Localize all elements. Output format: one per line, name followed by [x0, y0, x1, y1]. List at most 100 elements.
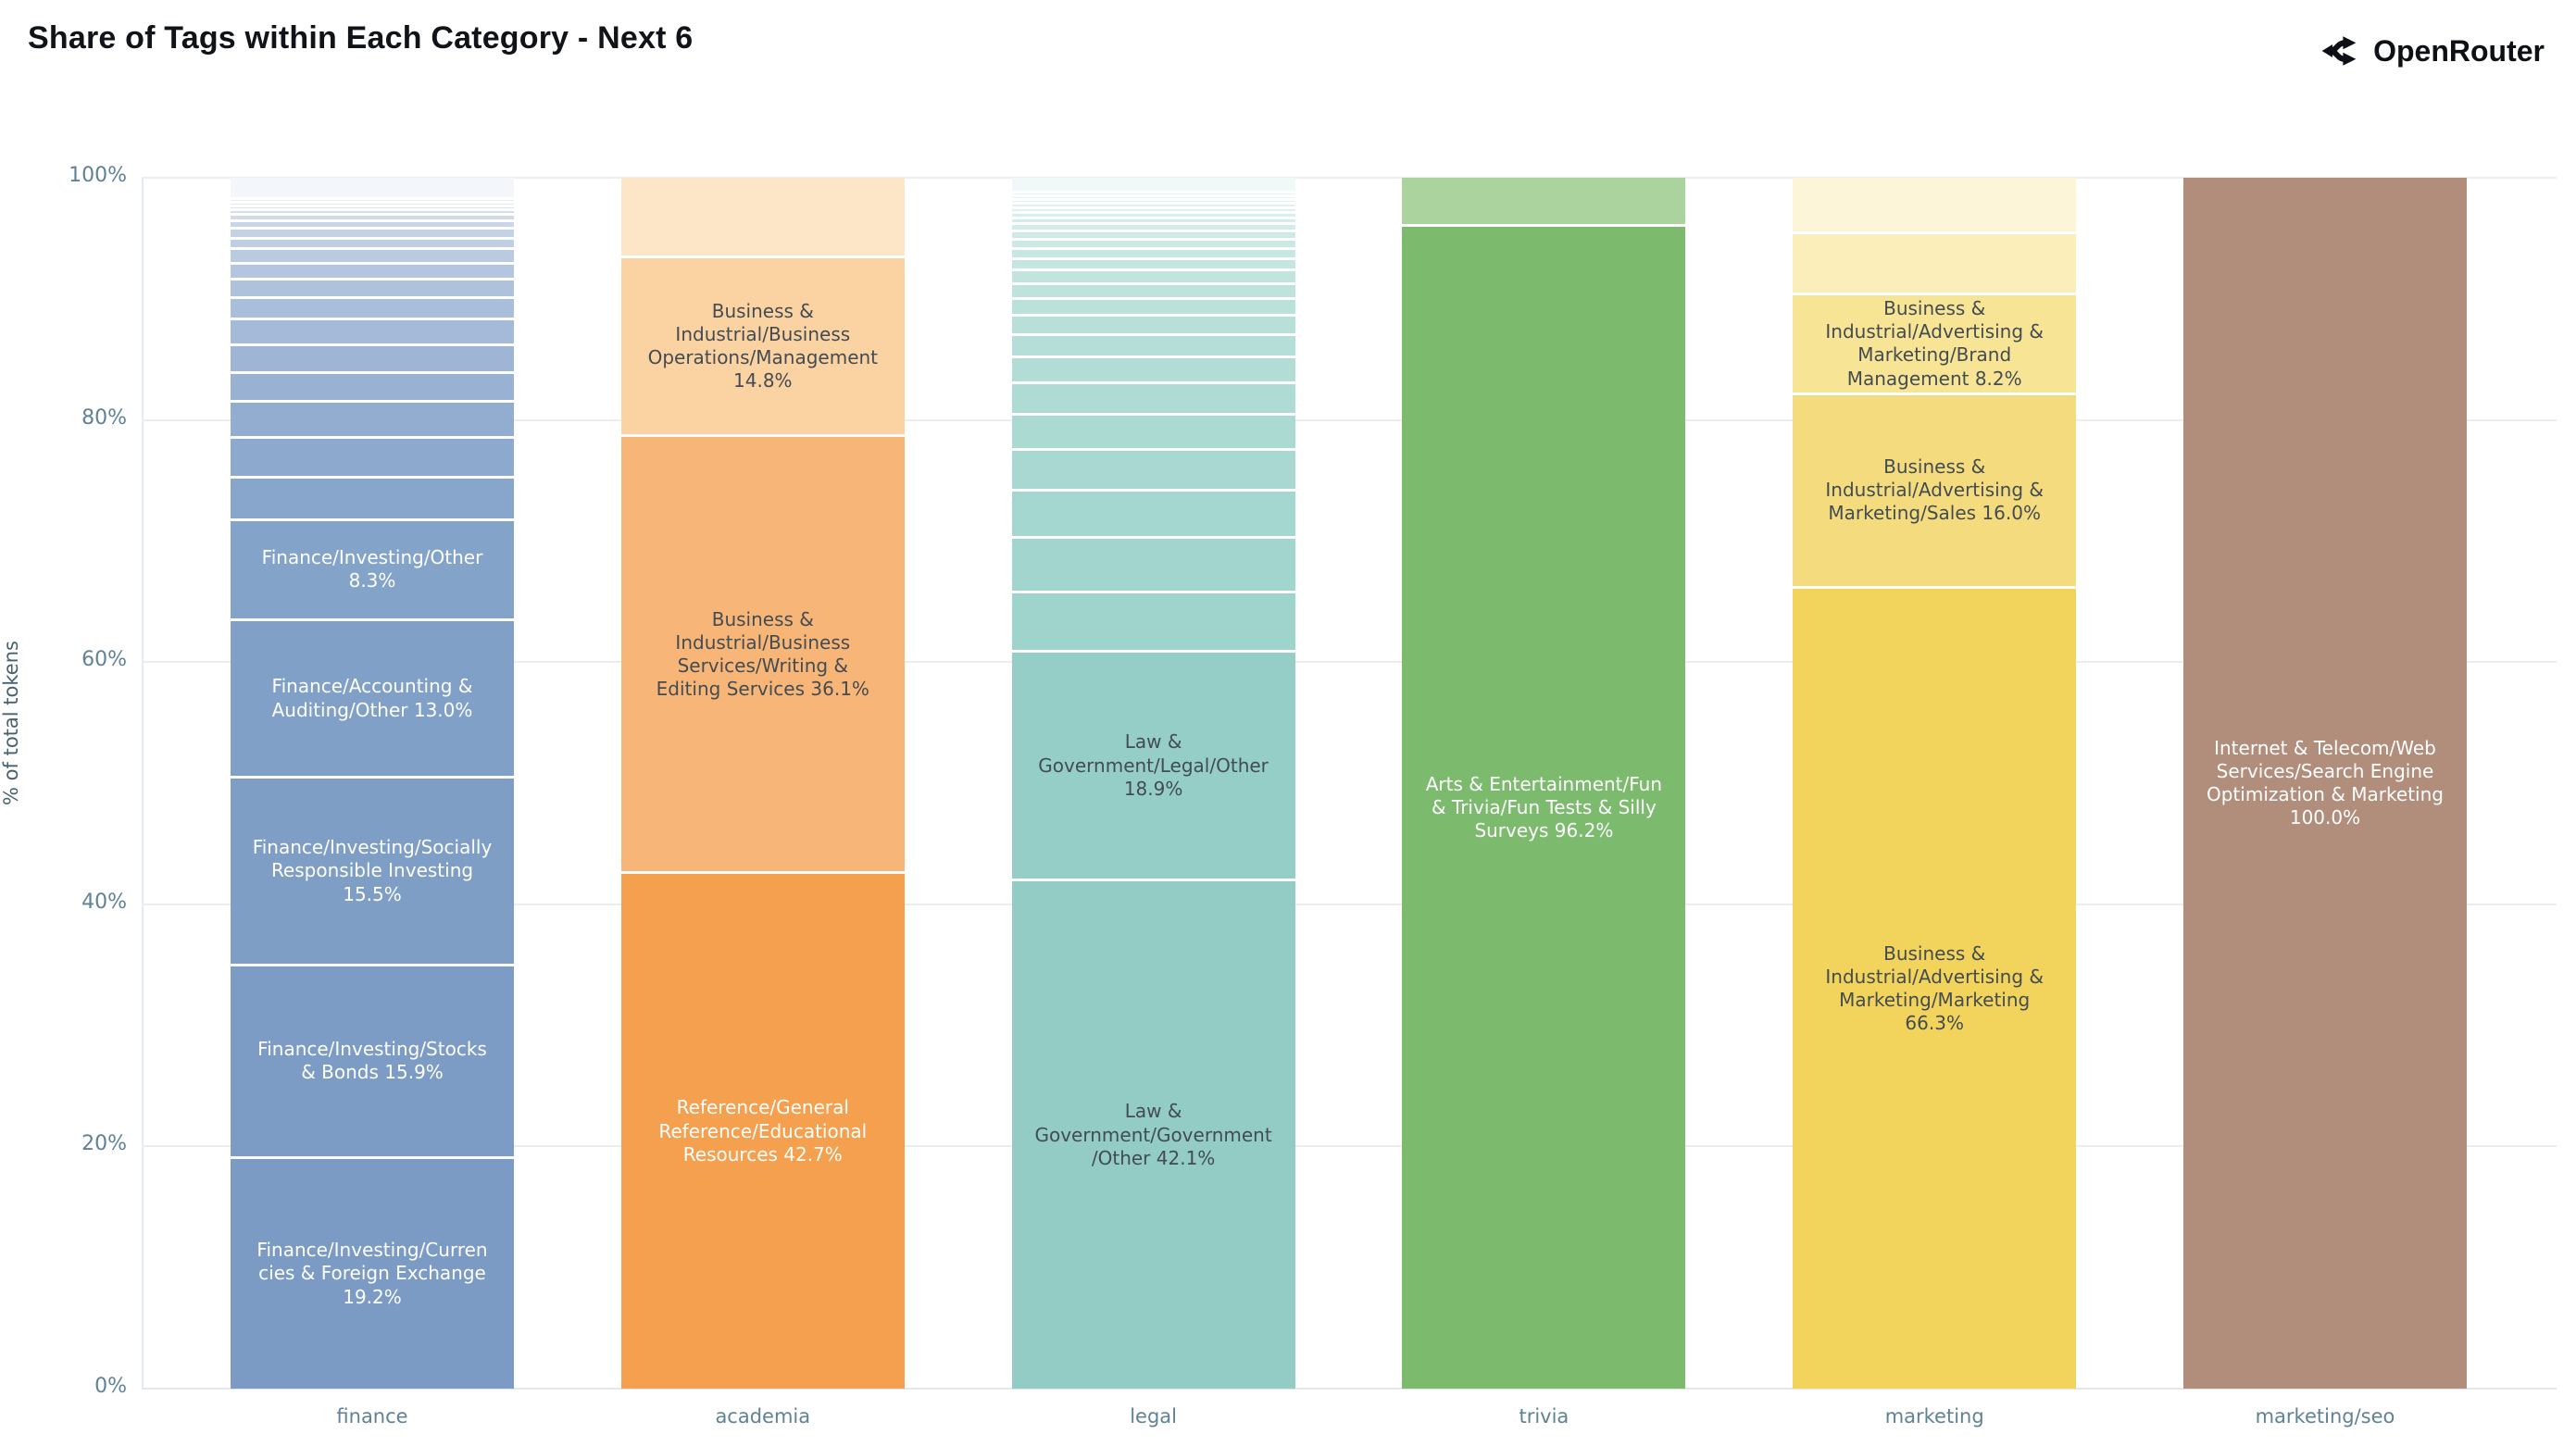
bar-segment[interactable]	[1011, 191, 1295, 195]
bar-segment[interactable]	[620, 178, 905, 256]
bar-segment[interactable]	[1011, 447, 1295, 490]
bar-segment[interactable]	[231, 226, 514, 238]
y-axis-title: % of total tokens	[0, 641, 22, 805]
chart-plot-area: 0% 20% 40% 60% 80% 100% Finance/Investing/Curr…	[69, 164, 2557, 1427]
y-tick-label: 100%	[69, 164, 127, 187]
bar-segment[interactable]	[231, 196, 514, 201]
gridline	[142, 1145, 2557, 1148]
bar-segment[interactable]	[231, 476, 514, 518]
gridline	[142, 177, 2557, 179]
bar-segment[interactable]	[231, 178, 514, 197]
y-axis-line	[142, 178, 144, 1389]
bar-segment[interactable]: Business & Industrial/Business Operation…	[620, 255, 905, 435]
segment-label: Finance/Accounting & Auditing/Other 13.0…	[271, 675, 473, 721]
stacked-bar-trivia: Arts & Entertainment/Fun & Trivia/Fun Te…	[1402, 178, 1686, 1389]
y-tick-label: 60%	[81, 648, 127, 672]
x-axis-label: trivia	[1519, 1405, 1569, 1427]
stacked-bar-marketing: Business & Industrial/Advertising & Mark…	[1793, 178, 2077, 1389]
bar-segment[interactable]	[231, 247, 514, 262]
bar-segment[interactable]: Business & Industrial/Business Services/…	[620, 434, 905, 872]
bar-segment[interactable]: Internet & Telecom/Web Services/Search E…	[2183, 178, 2467, 1389]
bar-segment[interactable]: Reference/General Reference/Educational …	[620, 871, 905, 1389]
segment-label: Business & Industrial/Business Services/…	[656, 607, 869, 701]
segment-label: Internet & Telecom/Web Services/Search E…	[2207, 736, 2444, 829]
bar-segment[interactable]	[231, 237, 514, 248]
x-baseline	[142, 1388, 2557, 1390]
bar-segment[interactable]	[1011, 314, 1295, 334]
bar-segment[interactable]	[1011, 230, 1295, 238]
page-title: Share of Tags within Each Category - Nex…	[28, 20, 694, 56]
y-tick-label: 20%	[81, 1132, 127, 1156]
segment-label: Business & Industrial/Advertising & Mark…	[1825, 455, 2044, 525]
segment-label: Business & Industrial/Advertising & Mark…	[1825, 297, 2044, 390]
bar-segment[interactable]	[231, 318, 514, 343]
bar-segment[interactable]	[1011, 268, 1295, 282]
bar-segment[interactable]	[231, 200, 514, 205]
bar-segment[interactable]: Law & Government/Legal/Other 18.9%	[1011, 650, 1295, 879]
bar-segment[interactable]	[1011, 198, 1295, 203]
bar-segment[interactable]	[1011, 222, 1295, 231]
bar-segment[interactable]	[1011, 216, 1295, 223]
bar-segment[interactable]	[1011, 202, 1295, 206]
bar-segment[interactable]	[231, 343, 514, 371]
bar-segment[interactable]	[1011, 355, 1295, 381]
openrouter-icon	[2318, 31, 2360, 70]
bar-segment[interactable]	[1011, 281, 1295, 297]
gridline	[142, 903, 2557, 905]
bar-segment[interactable]	[1011, 489, 1295, 537]
gridline	[142, 661, 2557, 664]
x-axis-label: academia	[715, 1405, 811, 1427]
bar-segment[interactable]	[231, 212, 514, 220]
bar-segment[interactable]	[231, 219, 514, 227]
bar-segment[interactable]	[1011, 536, 1295, 592]
bar-segment[interactable]	[231, 295, 514, 318]
bar-segment[interactable]	[1011, 591, 1295, 651]
brand-name: OpenRouter	[2373, 33, 2545, 68]
bar-segment[interactable]: Business & Industrial/Advertising & Mark…	[1793, 293, 2077, 393]
stacked-bar-legal: Law & Government/Government/Other 42.1% L…	[1011, 178, 1295, 1389]
bar-segment[interactable]: Finance/Investing/Currencies & Foreign E…	[231, 1155, 514, 1389]
segment-label: Law & Government/Government/Other 42.1%	[1034, 1100, 1272, 1169]
x-axis-label: marketing/seo	[2255, 1405, 2395, 1427]
bar-segment[interactable]	[231, 207, 514, 213]
bar-segment[interactable]	[1011, 210, 1295, 217]
bar-segment[interactable]: Finance/Investing/Stocks & Bonds 15.9%	[231, 963, 514, 1156]
bar-segment[interactable]	[1011, 256, 1295, 269]
bar-segment[interactable]	[1011, 237, 1295, 247]
bar-segment[interactable]	[231, 436, 514, 477]
bar-segment[interactable]	[1793, 231, 2077, 293]
bar-segment[interactable]: Arts & Entertainment/Fun & Trivia/Fun Te…	[1402, 223, 1686, 1389]
segment-label: Business & Industrial/Business Operation…	[647, 299, 879, 393]
segment-label: Law & Government/Legal/Other 18.9%	[1038, 730, 1269, 800]
bar-segment[interactable]	[231, 261, 514, 278]
bar-segment[interactable]	[1011, 194, 1295, 199]
bar-segment[interactable]: Finance/Investing/Other 8.3%	[231, 517, 514, 619]
y-tick-label: 40%	[81, 890, 127, 914]
bar-segment[interactable]	[231, 400, 514, 437]
bar-segment[interactable]: Finance/Accounting & Auditing/Other 13.0…	[231, 618, 514, 777]
bar-segment[interactable]	[1011, 206, 1295, 211]
segment-label: Finance/Investing/Currencies & Foreign E…	[256, 1239, 488, 1308]
stacked-bar-marketing-seo: Internet & Telecom/Web Services/Search E…	[2183, 178, 2467, 1389]
bar-segment[interactable]	[1011, 380, 1295, 413]
bar-segment[interactable]	[1011, 246, 1295, 257]
bar-segment[interactable]: Finance/Investing/Socially Responsible I…	[231, 776, 514, 964]
x-axis-label: finance	[336, 1405, 408, 1427]
stacked-bar-finance: Finance/Investing/Currencies & Foreign E…	[231, 178, 514, 1389]
bar-segment[interactable]	[1402, 178, 1686, 224]
bar-segment[interactable]	[1793, 178, 2077, 231]
x-axis-label: marketing	[1884, 1405, 1984, 1427]
bar-segment[interactable]	[1011, 296, 1295, 315]
bar-segment[interactable]	[1011, 178, 1295, 192]
bar-segment[interactable]	[231, 204, 514, 208]
bar-segment[interactable]	[1011, 333, 1295, 356]
bar-segment[interactable]: Business & Industrial/Advertising & Mark…	[1793, 392, 2077, 586]
bar-segment[interactable]: Business & Industrial/Advertising & Mark…	[1793, 585, 2077, 1389]
gridline	[142, 418, 2557, 421]
bar-segment[interactable]	[231, 277, 514, 296]
bar-segment[interactable]: Law & Government/Government/Other 42.1%	[1011, 879, 1295, 1389]
bar-segment[interactable]	[231, 370, 514, 401]
bar-segment[interactable]	[1011, 412, 1295, 448]
brand-logo: OpenRouter	[2318, 31, 2545, 70]
